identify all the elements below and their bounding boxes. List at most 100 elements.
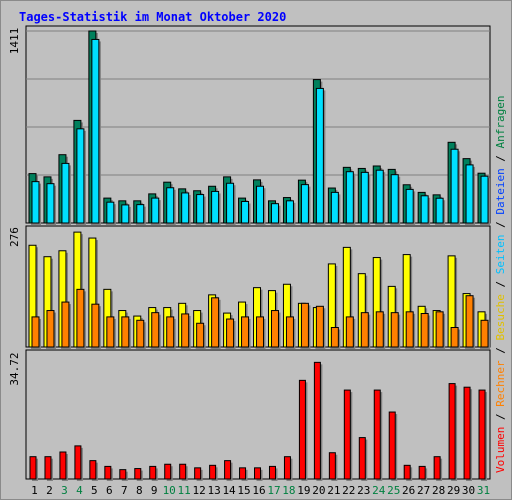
bar-besuche xyxy=(300,302,309,348)
bar-volumen xyxy=(179,463,187,480)
bar-besuche xyxy=(136,319,145,348)
bottom-axis-max-label: 34.72 xyxy=(8,352,21,385)
x-tick-label: 17 xyxy=(267,484,280,497)
bar-besuche xyxy=(31,316,40,348)
bar-besuche xyxy=(61,301,70,348)
bar-besuche xyxy=(76,288,85,348)
legend-besuche: Besuche xyxy=(494,294,507,340)
bar-volumen xyxy=(74,445,82,480)
middle-axis-max-label: 276 xyxy=(8,227,21,247)
bar-volumen xyxy=(44,456,52,480)
x-tick-label: 4 xyxy=(76,484,83,497)
x-tick-label: 16 xyxy=(252,484,265,497)
bar-dateien xyxy=(241,201,250,224)
bar-besuche xyxy=(315,305,324,348)
bar-dateien xyxy=(31,181,40,224)
bar-besuche xyxy=(465,295,474,348)
bar-dateien xyxy=(435,197,444,224)
bar-dateien xyxy=(480,175,489,224)
bar-volumen xyxy=(463,386,471,480)
bar-volumen xyxy=(209,464,217,480)
legend-sep-2: / xyxy=(494,341,507,361)
x-tick-label: 13 xyxy=(207,484,220,497)
bar-dateien xyxy=(76,128,85,224)
x-tick-label: 31 xyxy=(477,484,490,497)
x-tick-label: 22 xyxy=(342,484,355,497)
legend-seiten: Seiten xyxy=(494,235,507,275)
legend-rechner: Rechner xyxy=(494,360,507,407)
bar-besuche xyxy=(375,311,384,348)
bar-volumen xyxy=(29,456,37,480)
bar-volumen xyxy=(313,361,321,480)
bar-dateien xyxy=(151,197,160,224)
bar-volumen xyxy=(119,469,127,480)
bar-volumen xyxy=(358,437,366,480)
bar-volumen xyxy=(164,463,172,480)
x-tick-label: 18 xyxy=(282,484,295,497)
x-tick-label: 30 xyxy=(462,484,475,497)
bar-besuche xyxy=(390,312,399,348)
bar-volumen xyxy=(418,465,426,480)
x-tick-label: 1 xyxy=(31,484,38,497)
bar-dateien xyxy=(106,201,115,224)
bar-dateien xyxy=(420,195,429,224)
bar-volumen xyxy=(149,465,157,480)
x-tick-label: 20 xyxy=(312,484,325,497)
x-axis-labels: 1 2 3 4 5 6 7 8 9 10 11 12 13 14 15 16 17 18 19 20 21 22 23 24 2… xyxy=(31,484,490,497)
bar-besuche xyxy=(450,327,459,348)
bar-dateien xyxy=(211,190,220,224)
bar-dateien xyxy=(136,204,145,224)
bar-besuche xyxy=(241,316,250,348)
bar-besuche xyxy=(226,318,235,348)
bar-volumen xyxy=(343,389,351,480)
legend-sep-5: / xyxy=(494,148,507,168)
bar-volumen xyxy=(388,411,396,480)
x-tick-label: 11 xyxy=(178,484,191,497)
bar-volumen xyxy=(254,467,262,480)
x-tick-label: 9 xyxy=(151,484,158,497)
bar-besuche xyxy=(106,316,115,348)
x-tick-label: 3 xyxy=(61,484,68,497)
x-tick-label: 15 xyxy=(237,484,250,497)
chart-title: Tages-Statistik im Monat Oktober 2020 xyxy=(19,10,286,24)
bar-volumen xyxy=(59,451,67,480)
x-tick-label: 19 xyxy=(297,484,310,497)
bar-dateien xyxy=(345,171,354,224)
bar-volumen xyxy=(478,389,486,480)
bar-dateien xyxy=(390,174,399,224)
bar-dateien xyxy=(166,187,175,224)
bar-volumen xyxy=(328,452,336,480)
bar-dateien xyxy=(450,148,459,224)
bar-dateien xyxy=(61,162,70,224)
bar-besuche xyxy=(91,303,100,348)
panel-bottom xyxy=(25,349,491,480)
bar-besuche xyxy=(405,311,414,348)
bar-besuche xyxy=(360,312,369,348)
x-tick-label: 21 xyxy=(327,484,340,497)
bar-volumen xyxy=(403,464,411,480)
bar-dateien xyxy=(91,38,100,224)
bar-besuche xyxy=(46,310,55,348)
bar-volumen xyxy=(448,383,456,480)
bar-dateien xyxy=(465,164,474,224)
x-tick-label: 25 xyxy=(387,484,400,497)
x-tick-label: 2 xyxy=(46,484,53,497)
right-legend: Volumen / Rechner / Besuche / Seiten / D… xyxy=(494,95,507,473)
bar-dateien xyxy=(330,191,339,224)
x-tick-label: 5 xyxy=(91,484,98,497)
bar-besuche xyxy=(435,311,444,348)
bar-volumen xyxy=(239,467,247,480)
bar-dateien xyxy=(405,188,414,224)
bar-besuche xyxy=(420,313,429,348)
legend-sep-4: / xyxy=(494,215,507,235)
bar-besuche xyxy=(121,316,130,348)
x-tick-label: 8 xyxy=(136,484,143,497)
bar-dateien xyxy=(226,182,235,224)
x-tick-label: 10 xyxy=(163,484,176,497)
bar-dateien xyxy=(375,169,384,224)
x-tick-label: 6 xyxy=(106,484,113,497)
bar-dateien xyxy=(181,192,190,224)
bar-volumen xyxy=(298,379,306,480)
